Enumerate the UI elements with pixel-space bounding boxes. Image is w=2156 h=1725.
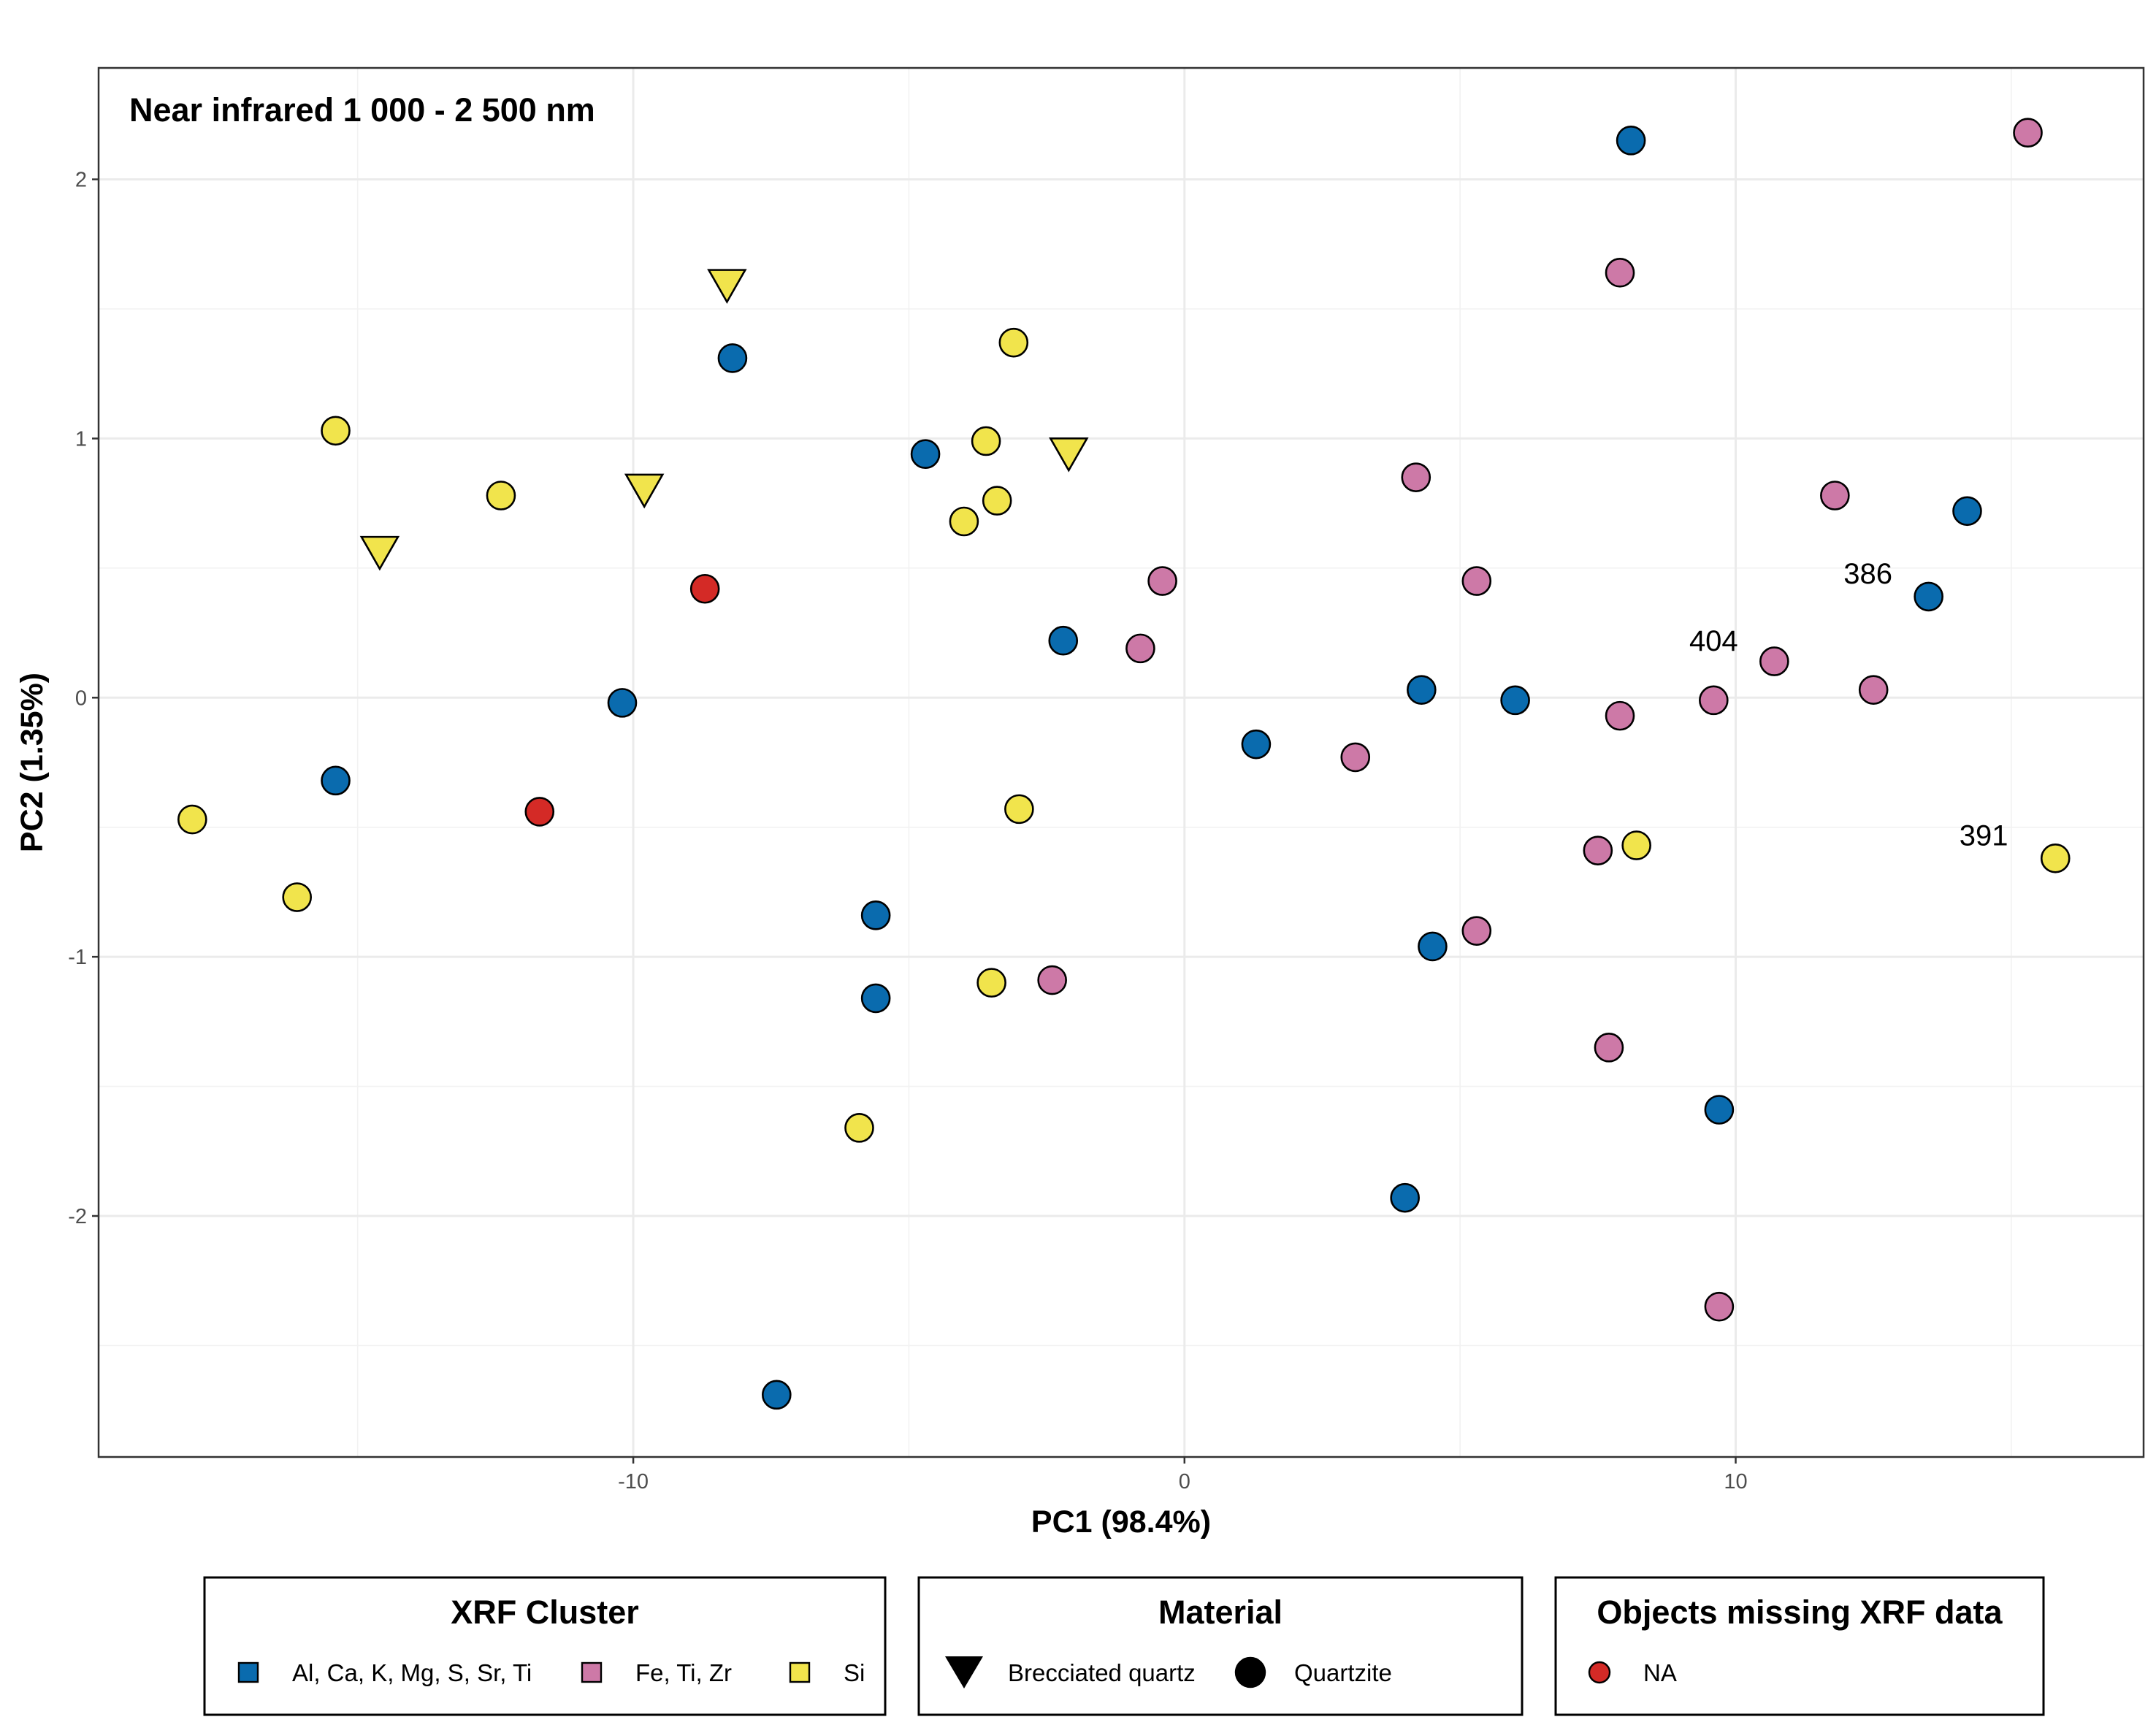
data-point-circle bbox=[1699, 685, 1729, 716]
data-point-circle bbox=[282, 882, 312, 912]
legend-3: Objects missing XRF data NA bbox=[1554, 1576, 2045, 1716]
data-point-circle bbox=[1605, 700, 1635, 731]
legend-2: Material Brecciated quartz Quartzite bbox=[917, 1576, 1524, 1716]
data-point-circle bbox=[844, 1113, 874, 1143]
data-point-circle bbox=[1820, 481, 1850, 510]
legend-box bbox=[1554, 1576, 2045, 1716]
data-point-circle bbox=[486, 481, 516, 510]
legend-item-label: Fe, Ti, Zr bbox=[635, 1659, 732, 1686]
legend-item-label: Quartzite bbox=[1294, 1659, 1392, 1686]
data-points bbox=[177, 118, 2071, 1410]
chart-title: Near infrared 1 000 - 2 500 nm bbox=[129, 91, 595, 129]
data-point-circle bbox=[1858, 675, 1889, 705]
data-point-circle bbox=[1583, 835, 1613, 865]
x-tick-label: -10 bbox=[618, 1470, 649, 1493]
data-point-circle bbox=[910, 439, 941, 470]
data-point-circle bbox=[321, 416, 351, 446]
data-point-triangle bbox=[359, 535, 400, 571]
data-point-circle bbox=[1407, 675, 1437, 705]
data-point-circle bbox=[524, 797, 555, 827]
legend-key-square bbox=[789, 1661, 811, 1683]
data-point-circle bbox=[1418, 931, 1448, 962]
legend-item-label: Si bbox=[844, 1659, 865, 1686]
legend-title: Material bbox=[1158, 1594, 1282, 1631]
data-point-circle bbox=[1704, 1291, 1735, 1322]
data-point-circle bbox=[689, 573, 720, 604]
y-axis-title: PC2 (1.35%) bbox=[15, 673, 50, 852]
data-point-circle bbox=[717, 343, 748, 373]
data-point-circle bbox=[982, 486, 1012, 516]
data-point-circle bbox=[860, 983, 891, 1014]
data-point-circle bbox=[1048, 625, 1079, 656]
point-annotation-label: 386 bbox=[1843, 558, 1892, 590]
y-tick-label: 1 bbox=[75, 427, 87, 451]
data-point-circle bbox=[1037, 965, 1067, 995]
data-point-circle bbox=[1616, 126, 1646, 156]
legend-item-label: Al, Ca, K, Mg, S, Sr, Ti bbox=[292, 1659, 532, 1686]
legend-area: XRF Cluster Al, Ca, K, Mg, S, Sr, Ti Fe, T… bbox=[203, 1576, 2045, 1716]
data-point-circle bbox=[1401, 462, 1431, 492]
legend-key-circle bbox=[1234, 1656, 1266, 1688]
data-point-circle bbox=[1125, 633, 1155, 664]
data-point-circle bbox=[1605, 258, 1635, 288]
data-point-circle bbox=[1704, 1095, 1735, 1125]
y-tick-label: 2 bbox=[75, 169, 87, 192]
y-tick-label: -2 bbox=[68, 1205, 87, 1228]
legend-box bbox=[917, 1576, 1524, 1716]
data-point-circle bbox=[2040, 843, 2071, 873]
legend-item-label: NA bbox=[1643, 1659, 1677, 1686]
data-point-circle bbox=[998, 327, 1029, 358]
data-point-circle bbox=[1147, 566, 1177, 596]
legend-key-triangle bbox=[945, 1656, 983, 1688]
data-point-circle bbox=[1621, 830, 1651, 860]
data-point-circle bbox=[949, 506, 979, 537]
plot-panel-border bbox=[97, 66, 2145, 1458]
point-annotation-label: 391 bbox=[1960, 819, 2008, 852]
minor-gridlines bbox=[99, 68, 2144, 1457]
data-point-circle bbox=[1759, 646, 1789, 676]
data-point-triangle bbox=[624, 473, 665, 509]
legend-key-circle bbox=[1588, 1661, 1611, 1684]
data-point-circle bbox=[321, 765, 351, 796]
legend-title: XRF Cluster bbox=[451, 1594, 639, 1631]
legend-box bbox=[203, 1576, 887, 1716]
data-point-circle bbox=[1952, 496, 1982, 527]
data-point-triangle bbox=[1049, 437, 1089, 473]
y-tick-label: -1 bbox=[68, 946, 87, 969]
data-point-circle bbox=[607, 688, 638, 718]
data-point-circle bbox=[1594, 1033, 1624, 1063]
data-point-circle bbox=[1390, 1182, 1420, 1213]
data-point-circle bbox=[762, 1380, 792, 1410]
data-point-circle bbox=[2013, 118, 2043, 148]
major-gridlines bbox=[99, 68, 2144, 1457]
data-point-circle bbox=[860, 900, 891, 930]
data-point-circle bbox=[1340, 742, 1371, 773]
point-annotations: 386 404 391 bbox=[1689, 558, 2008, 852]
data-point-circle bbox=[971, 426, 1001, 456]
legend-key-square bbox=[581, 1661, 603, 1683]
data-point-circle bbox=[1004, 794, 1034, 825]
legend-key-square bbox=[237, 1661, 259, 1683]
data-point-circle bbox=[1241, 729, 1272, 760]
data-point-circle bbox=[976, 968, 1006, 998]
y-tick-label: 0 bbox=[75, 686, 87, 710]
x-axis-title: PC1 (98.4%) bbox=[1031, 1504, 1211, 1540]
legend-title: Objects missing XRF data bbox=[1597, 1594, 2003, 1631]
x-tick-label: 10 bbox=[1724, 1470, 1747, 1493]
x-tick-label: 0 bbox=[1179, 1470, 1190, 1493]
data-point-circle bbox=[1461, 916, 1492, 946]
data-point-circle bbox=[177, 804, 207, 835]
data-point-circle bbox=[1500, 685, 1530, 716]
data-point-triangle bbox=[707, 269, 747, 304]
legend-item-label: Brecciated quartz bbox=[1008, 1659, 1196, 1686]
data-point-circle bbox=[1461, 566, 1492, 596]
legend-1: XRF Cluster Al, Ca, K, Mg, S, Sr, Ti Fe, T… bbox=[203, 1576, 887, 1716]
point-annotation-label: 404 bbox=[1689, 625, 1738, 657]
data-point-circle bbox=[1914, 581, 1943, 612]
